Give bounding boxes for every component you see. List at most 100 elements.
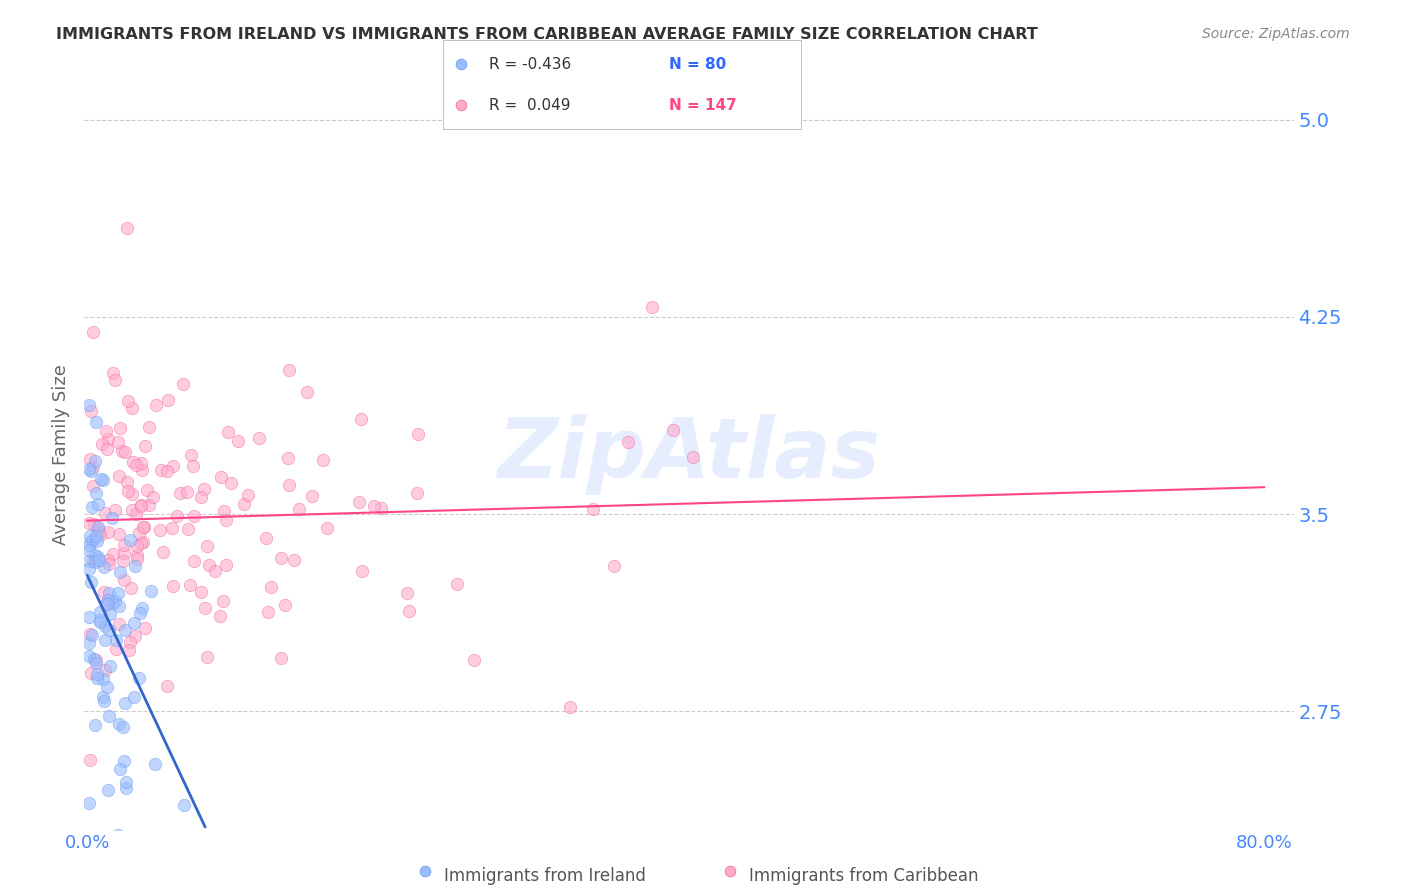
Point: [132, 535, 155, 549]
Point: [77, 554, 100, 568]
Point: [84, 486, 107, 500]
Point: [138, 498, 160, 512]
Point: [278, 477, 301, 491]
Point: [104, 503, 127, 517]
Point: [128, 525, 150, 540]
Point: [83, 516, 105, 531]
Point: [84, 548, 107, 562]
Point: [77, 542, 100, 557]
Point: [122, 690, 145, 704]
Point: [89, 553, 111, 567]
Point: [277, 450, 299, 465]
Point: [77, 462, 100, 476]
Point: [295, 385, 318, 400]
Point: [84, 529, 107, 543]
Point: [215, 513, 238, 527]
Point: [120, 635, 142, 649]
Point: [104, 632, 127, 647]
Point: [77, 636, 100, 650]
Point: [193, 483, 215, 497]
Point: [132, 519, 155, 533]
Point: [77, 610, 100, 624]
Point: [558, 700, 581, 714]
Point: [90, 472, 112, 486]
Point: [108, 717, 131, 731]
Point: [79, 796, 101, 810]
Point: [177, 522, 200, 536]
Point: [122, 455, 145, 469]
Point: [190, 490, 212, 504]
Point: [80, 404, 103, 418]
Point: [115, 475, 138, 489]
Point: [91, 690, 114, 705]
Y-axis label: Average Family Size: Average Family Size: [52, 365, 70, 545]
Point: [156, 392, 179, 407]
Point: [156, 679, 179, 693]
Text: Immigrants from Ireland: Immigrants from Ireland: [444, 867, 647, 885]
Point: [143, 756, 166, 771]
Point: [96, 598, 118, 612]
Point: [682, 450, 704, 464]
Point: [120, 533, 142, 548]
Point: [232, 497, 254, 511]
Point: [152, 545, 174, 559]
Point: [179, 578, 201, 592]
Text: N = 147: N = 147: [669, 98, 737, 112]
Point: [80, 464, 103, 478]
Point: [96, 442, 118, 457]
Point: [84, 555, 107, 569]
Point: [142, 490, 165, 504]
Point: [406, 427, 429, 442]
Point: [247, 431, 270, 445]
Point: [112, 754, 135, 768]
Point: [79, 529, 101, 543]
Point: [110, 421, 132, 435]
Point: [98, 557, 121, 571]
Point: [209, 470, 232, 484]
Point: [139, 584, 162, 599]
Point: [398, 604, 420, 618]
Point: [89, 615, 111, 630]
Point: [93, 619, 115, 633]
Point: [209, 609, 232, 624]
Point: [121, 487, 143, 501]
Point: [114, 445, 136, 459]
Point: [134, 621, 156, 635]
Point: [118, 643, 141, 657]
Point: [86, 671, 108, 685]
Point: [145, 398, 167, 412]
Point: [98, 586, 121, 600]
Point: [97, 525, 120, 540]
Point: [84, 454, 107, 468]
Point: [160, 521, 183, 535]
Point: [108, 616, 131, 631]
Point: [446, 576, 468, 591]
Point: [107, 435, 129, 450]
Point: [97, 782, 120, 797]
Point: [270, 651, 292, 665]
Point: [180, 448, 202, 462]
Point: [104, 594, 127, 608]
Point: [662, 423, 685, 437]
Point: [103, 373, 125, 387]
Text: Source: ZipAtlas.com: Source: ZipAtlas.com: [1202, 27, 1350, 41]
Point: [127, 549, 149, 563]
Point: [131, 498, 153, 512]
Point: [166, 509, 188, 524]
Point: [212, 594, 235, 608]
Point: [169, 486, 191, 500]
Point: [112, 720, 135, 734]
Point: [149, 463, 172, 477]
Point: [98, 709, 121, 723]
Point: [120, 581, 142, 595]
Point: [97, 432, 120, 446]
Point: [405, 485, 427, 500]
Point: [101, 596, 124, 610]
Point: [86, 497, 108, 511]
Point: [115, 220, 138, 235]
Point: [274, 598, 297, 612]
Point: [115, 780, 138, 795]
Text: Immigrants from Caribbean: Immigrants from Caribbean: [749, 867, 979, 885]
Point: [641, 300, 664, 314]
Point: [93, 506, 115, 520]
